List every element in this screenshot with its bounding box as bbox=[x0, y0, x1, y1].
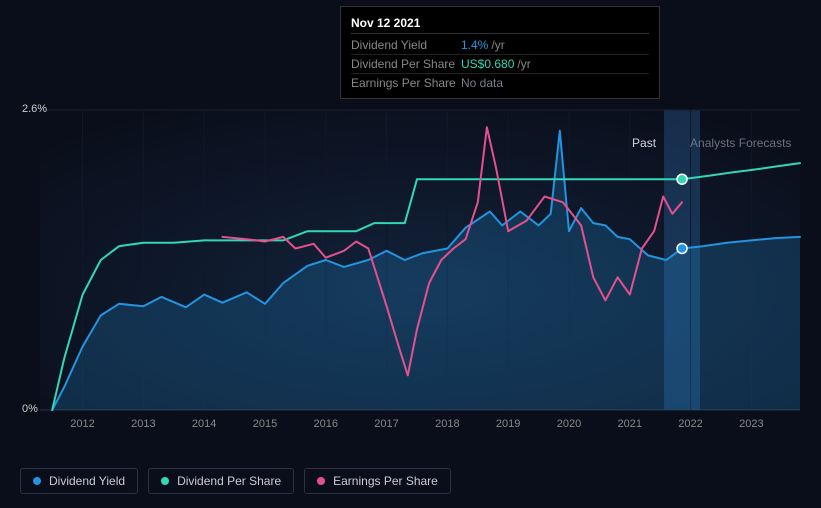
legend: Dividend Yield Dividend Per Share Earnings… bbox=[20, 468, 451, 494]
tooltip-date: Nov 12 2021 bbox=[351, 13, 649, 34]
tooltip-row-unit: /yr bbox=[517, 57, 530, 71]
tooltip-row-label: Dividend Per Share bbox=[351, 57, 461, 71]
chart-tooltip: Nov 12 2021 Dividend Yield1.4%/yrDividen… bbox=[340, 6, 660, 99]
x-axis-label: 2016 bbox=[314, 418, 338, 430]
x-axis-label: 2017 bbox=[374, 418, 398, 430]
legend-label: Earnings Per Share bbox=[333, 474, 438, 488]
x-axis-label: 2022 bbox=[678, 418, 702, 430]
tooltip-row: Dividend Per ShareUS$0.680/yr bbox=[351, 55, 649, 74]
x-axis-label: 2013 bbox=[131, 418, 155, 430]
y-axis-label: 2.6% bbox=[22, 103, 47, 115]
present-marker-dividend_per_share bbox=[677, 174, 687, 184]
tooltip-row-value: 1.4% bbox=[461, 38, 488, 52]
legend-dot-icon bbox=[317, 477, 325, 485]
legend-dot-icon bbox=[33, 477, 41, 485]
tooltip-row-value: US$0.680 bbox=[461, 57, 514, 71]
y-axis-label: 0% bbox=[22, 403, 38, 415]
x-axis-label: 2019 bbox=[496, 418, 520, 430]
tooltip-row-label: Earnings Per Share bbox=[351, 76, 461, 90]
x-axis-label: 2015 bbox=[253, 418, 277, 430]
tooltip-row-label: Dividend Yield bbox=[351, 38, 461, 52]
x-axis-label: 2018 bbox=[435, 418, 459, 430]
x-axis-label: 2020 bbox=[557, 418, 581, 430]
present-marker-dividend_yield bbox=[677, 243, 687, 253]
region-label-past: Past bbox=[632, 136, 656, 150]
legend-dot-icon bbox=[161, 477, 169, 485]
region-label-forecast: Analysts Forecasts bbox=[690, 136, 791, 150]
x-axis-label: 2012 bbox=[70, 418, 94, 430]
legend-item[interactable]: Earnings Per Share bbox=[304, 468, 451, 494]
tooltip-row-unit: /yr bbox=[491, 38, 504, 52]
x-axis-label: 2023 bbox=[739, 418, 763, 430]
x-axis-label: 2014 bbox=[192, 418, 216, 430]
legend-item[interactable]: Dividend Yield bbox=[20, 468, 138, 494]
tooltip-row: Dividend Yield1.4%/yr bbox=[351, 36, 649, 55]
x-axis-label: 2021 bbox=[618, 418, 642, 430]
legend-label: Dividend Yield bbox=[49, 474, 125, 488]
legend-item[interactable]: Dividend Per Share bbox=[148, 468, 294, 494]
tooltip-row: Earnings Per ShareNo data bbox=[351, 74, 649, 92]
tooltip-row-value: No data bbox=[461, 76, 503, 90]
legend-label: Dividend Per Share bbox=[177, 474, 281, 488]
